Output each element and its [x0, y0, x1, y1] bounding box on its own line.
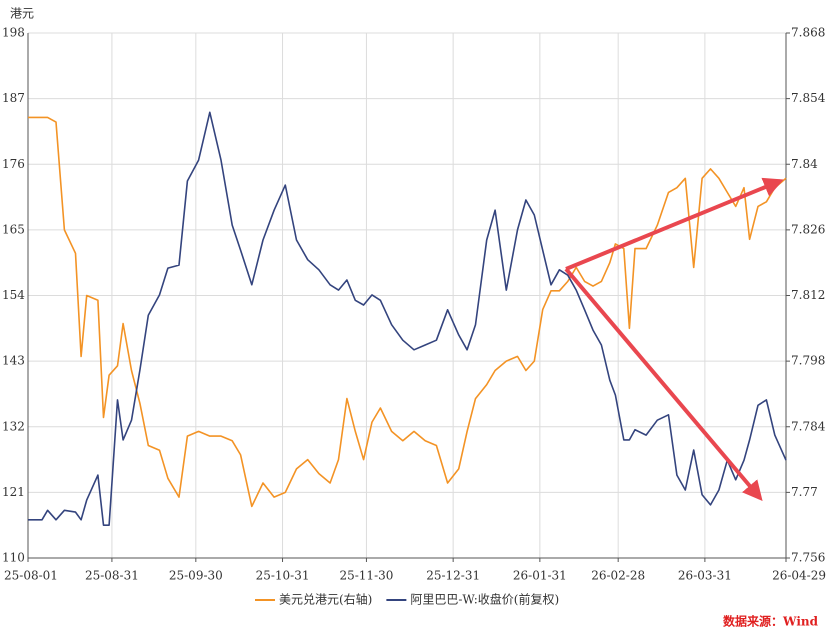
y2-tick-label: 7.826 — [791, 222, 825, 236]
y2-tick-label: 7.868 — [791, 26, 825, 40]
y-tick-label: 165 — [2, 222, 25, 236]
x-tick-label: 26-02-28 — [591, 569, 645, 583]
series-line — [28, 116, 787, 508]
x-tick-label: 26-01-31 — [513, 569, 567, 583]
legend-label: 阿里巴巴-W:收盘价(前复权) — [410, 592, 559, 607]
x-tick-label: 25-10-31 — [256, 569, 310, 583]
y-tick-label: 187 — [2, 91, 25, 105]
x-tick-label: 25-08-31 — [85, 569, 139, 583]
y2-tick-label: 7.784 — [791, 419, 826, 433]
plot-area: 110 121 132 143 154 165 176 187 198 7.756 7.77 7.78… — [2, 26, 826, 583]
y-tick-label: 154 — [2, 288, 25, 302]
y-axis-label: 港元 — [10, 7, 34, 21]
y2-tick-label: 7.84 — [791, 157, 818, 171]
y-tick-label: 198 — [2, 26, 25, 40]
y-tick-label: 110 — [2, 551, 25, 565]
y2-tick-label: 7.77 — [791, 485, 818, 499]
y-tick-label: 132 — [2, 419, 25, 433]
x-tick-label: 25-09-30 — [169, 569, 223, 583]
x-tick-label: 25-08-01 — [4, 569, 58, 583]
x-tick-label: 26-03-31 — [678, 569, 732, 583]
annotation-arrows — [564, 177, 784, 502]
legend-label: 美元兑港元(右轴) — [279, 592, 372, 607]
x-tick-label: 25-12-31 — [426, 569, 480, 583]
y2-tick-label: 7.798 — [791, 354, 825, 368]
y-tick-label: 176 — [2, 157, 25, 171]
y2-tick-label: 7.812 — [791, 288, 825, 302]
series-line — [28, 111, 787, 526]
legend: 美元兑港元(右轴) 阿里巴巴-W:收盘价(前复权) — [255, 592, 559, 607]
arrow-up — [565, 177, 784, 271]
source: 数据来源：Wind — [723, 614, 819, 629]
y-tick-label: 121 — [2, 485, 25, 499]
x-tick-label: 25-11-30 — [339, 569, 393, 583]
arrow-down — [564, 267, 763, 502]
x-tick-label: 26-04-29 — [772, 569, 826, 583]
y-tick-label: 143 — [2, 354, 25, 368]
y2-tick-label: 7.756 — [791, 551, 825, 565]
y2-tick-label: 7.854 — [791, 91, 826, 105]
